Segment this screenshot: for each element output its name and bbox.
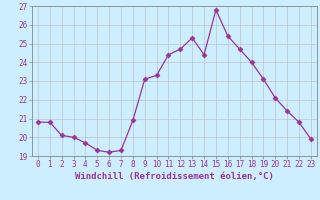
X-axis label: Windchill (Refroidissement éolien,°C): Windchill (Refroidissement éolien,°C) [75,172,274,181]
